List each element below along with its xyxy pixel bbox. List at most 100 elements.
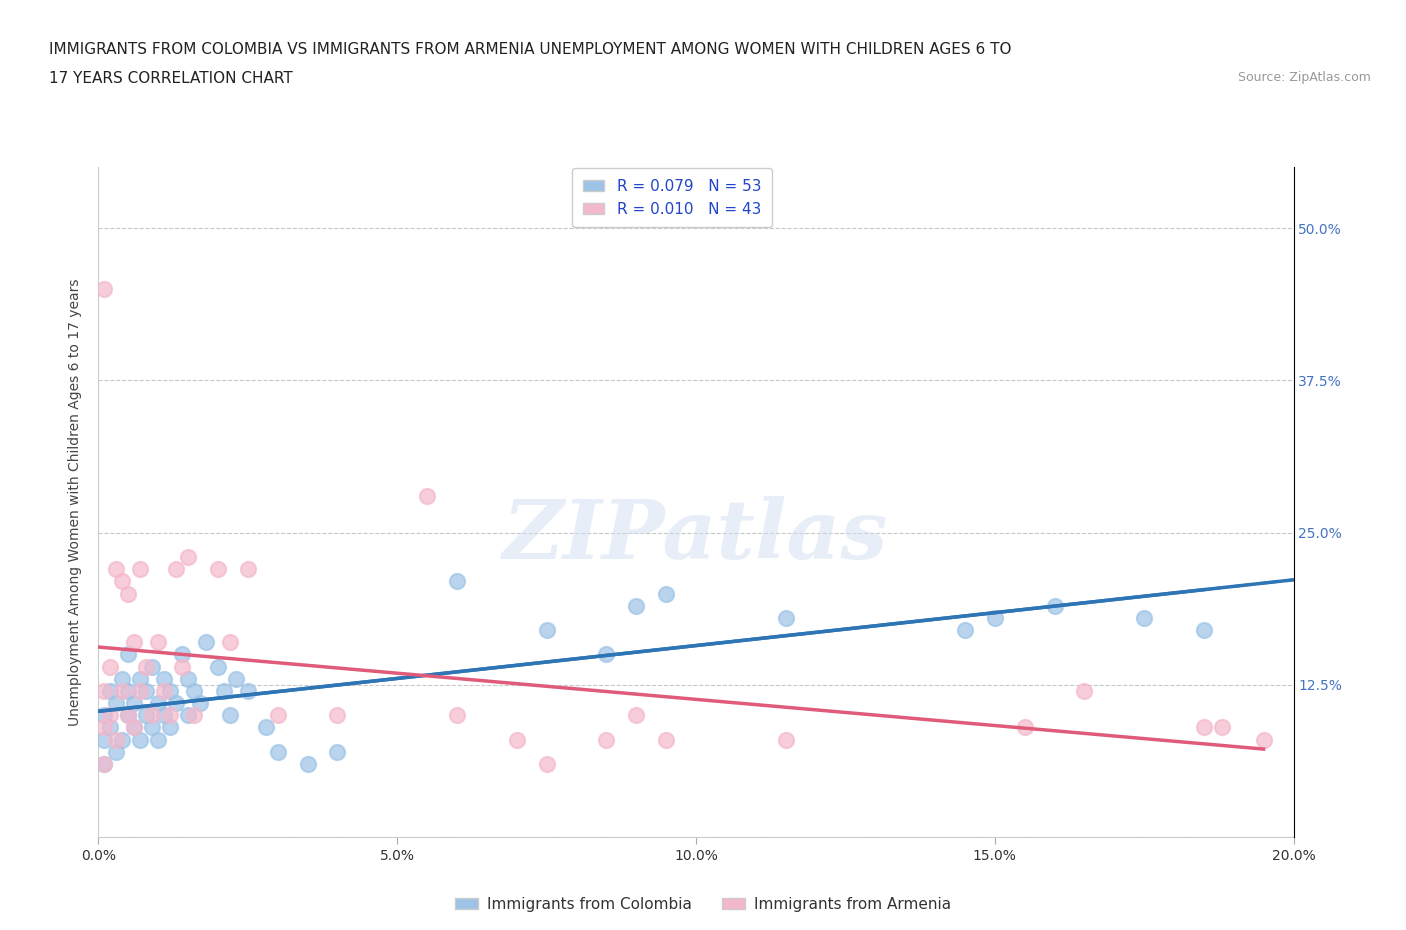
- Point: [775, 610, 797, 625]
- Point: [124, 696, 146, 711]
- Point: [416, 488, 439, 503]
- Point: [177, 708, 200, 723]
- Legend: R = 0.079   N = 53, R = 0.010   N = 43: R = 0.079 N = 53, R = 0.010 N = 43: [572, 168, 772, 227]
- Point: [129, 562, 152, 577]
- Point: [1253, 732, 1275, 747]
- Point: [135, 659, 157, 674]
- Point: [626, 708, 648, 723]
- Y-axis label: Unemployment Among Women with Children Ages 6 to 17 years: Unemployment Among Women with Children A…: [69, 278, 83, 726]
- Point: [124, 720, 146, 735]
- Point: [111, 684, 134, 698]
- Legend: Immigrants from Colombia, Immigrants from Armenia: Immigrants from Colombia, Immigrants fro…: [449, 891, 957, 918]
- Point: [93, 684, 115, 698]
- Point: [159, 708, 181, 723]
- Point: [111, 671, 134, 686]
- Point: [984, 610, 1007, 625]
- Point: [159, 720, 181, 735]
- Point: [183, 684, 205, 698]
- Text: ZIPatlas: ZIPatlas: [503, 496, 889, 576]
- Point: [93, 756, 115, 771]
- Point: [953, 622, 976, 637]
- Point: [536, 622, 558, 637]
- Point: [1192, 720, 1215, 735]
- Point: [105, 732, 128, 747]
- Point: [506, 732, 529, 747]
- Point: [135, 684, 157, 698]
- Point: [117, 684, 139, 698]
- Point: [111, 574, 134, 589]
- Point: [141, 708, 163, 723]
- Point: [165, 562, 187, 577]
- Point: [148, 732, 170, 747]
- Point: [655, 586, 678, 601]
- Point: [297, 756, 319, 771]
- Point: [1073, 684, 1095, 698]
- Point: [117, 708, 139, 723]
- Point: [212, 684, 235, 698]
- Point: [117, 708, 139, 723]
- Point: [775, 732, 797, 747]
- Point: [446, 708, 468, 723]
- Point: [236, 684, 259, 698]
- Text: 17 YEARS CORRELATION CHART: 17 YEARS CORRELATION CHART: [49, 71, 292, 86]
- Point: [153, 684, 176, 698]
- Point: [446, 574, 468, 589]
- Point: [141, 720, 163, 735]
- Point: [183, 708, 205, 723]
- Point: [93, 756, 115, 771]
- Point: [236, 562, 259, 577]
- Point: [148, 696, 170, 711]
- Point: [129, 732, 152, 747]
- Point: [195, 635, 218, 650]
- Point: [626, 598, 648, 613]
- Point: [267, 708, 290, 723]
- Point: [254, 720, 277, 735]
- Point: [153, 708, 176, 723]
- Point: [267, 744, 290, 759]
- Text: Source: ZipAtlas.com: Source: ZipAtlas.com: [1237, 71, 1371, 84]
- Point: [93, 732, 115, 747]
- Point: [172, 659, 194, 674]
- Point: [225, 671, 247, 686]
- Point: [124, 635, 146, 650]
- Point: [100, 708, 122, 723]
- Point: [326, 744, 349, 759]
- Point: [1133, 610, 1156, 625]
- Point: [595, 732, 617, 747]
- Point: [135, 708, 157, 723]
- Point: [207, 659, 229, 674]
- Point: [595, 647, 617, 662]
- Point: [141, 659, 163, 674]
- Point: [536, 756, 558, 771]
- Point: [1211, 720, 1233, 735]
- Point: [117, 586, 139, 601]
- Point: [93, 708, 115, 723]
- Point: [188, 696, 211, 711]
- Point: [117, 647, 139, 662]
- Point: [124, 720, 146, 735]
- Point: [105, 744, 128, 759]
- Text: IMMIGRANTS FROM COLOMBIA VS IMMIGRANTS FROM ARMENIA UNEMPLOYMENT AMONG WOMEN WIT: IMMIGRANTS FROM COLOMBIA VS IMMIGRANTS F…: [49, 42, 1012, 57]
- Point: [1043, 598, 1066, 613]
- Point: [177, 550, 200, 565]
- Point: [1014, 720, 1036, 735]
- Point: [111, 732, 134, 747]
- Point: [165, 696, 187, 711]
- Point: [219, 708, 242, 723]
- Point: [100, 684, 122, 698]
- Point: [93, 282, 115, 297]
- Point: [148, 635, 170, 650]
- Point: [105, 562, 128, 577]
- Point: [129, 684, 152, 698]
- Point: [129, 671, 152, 686]
- Point: [177, 671, 200, 686]
- Point: [159, 684, 181, 698]
- Point: [655, 732, 678, 747]
- Point: [105, 696, 128, 711]
- Point: [93, 720, 115, 735]
- Point: [326, 708, 349, 723]
- Point: [207, 562, 229, 577]
- Point: [219, 635, 242, 650]
- Point: [100, 659, 122, 674]
- Point: [100, 720, 122, 735]
